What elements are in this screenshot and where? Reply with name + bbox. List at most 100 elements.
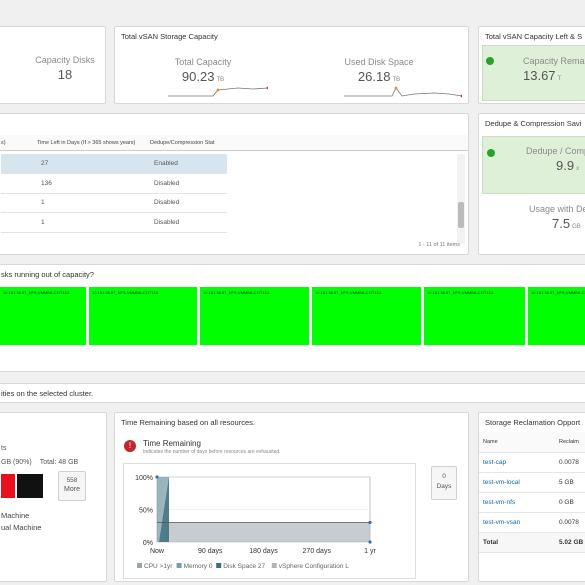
usage-dedupe-unit: GB [572, 224, 581, 230]
reclaim-cell: 0 GB [559, 492, 585, 513]
total-capacity-label: Total Capacity [174, 57, 232, 67]
heatmap-tile[interactable]: 10.161.36.97_NFS-VMMBA-COT11D [0, 287, 89, 345]
heatmap-tile-label: 10.161.36.97_NFS-VMMBA-COT11D [203, 290, 270, 295]
time-remaining-panel: Time Remaining based on all resources. !… [114, 412, 469, 582]
x-tick-label: 180 days [249, 548, 278, 555]
days-value: 0 [442, 473, 446, 480]
more-count: 558 [66, 477, 78, 484]
capacity-left-panel: Total vSAN Capacity Left & S Capacity Re… [478, 26, 585, 104]
entities-strip: ities on the selected cluster. [0, 383, 585, 403]
used-disk-space-sparkline [344, 86, 462, 98]
scrollbar-thumb[interactable] [458, 202, 464, 228]
capacity-remaining-value: 13.67 [523, 68, 556, 83]
heatmap-tile-label: 10.161.36.97_NFS-VMMBA-COT11D [427, 290, 494, 295]
data-point [368, 540, 372, 544]
table-row[interactable]: test-cap 0.0078 [479, 452, 585, 473]
total-capacity-sparkline [168, 86, 268, 97]
bottom-left-used: GB (90%) [1, 459, 32, 466]
more-label: More [64, 486, 80, 493]
heatmap-tile[interactable]: 10.161.36.97_NFS-VMMBA-COT11D [200, 287, 312, 345]
legend-swatch [271, 563, 277, 568]
time-remaining-subtitle: Indicates the number of days before reso… [143, 449, 281, 455]
table-row[interactable]: 136 Disabled [1, 173, 227, 194]
x-tick-label: Now [150, 548, 165, 555]
pager-text: 1 - 11 of 11 items [418, 242, 460, 248]
data-point [155, 475, 159, 479]
legend-swatch [176, 563, 182, 568]
x-tick-label: 270 days [303, 548, 332, 555]
table-scrollbar[interactable] [457, 154, 465, 244]
table-row[interactable]: 1 Disabled [1, 193, 227, 213]
dedupe-title: Dedupe & Compression Savi [485, 119, 582, 128]
legend-label: vSphere Configuration L [279, 563, 349, 570]
bottom-left-total: Total: 48 GB [39, 459, 79, 466]
column-header-partial[interactable]: s) [1, 140, 6, 146]
reclamation-table: Name Reclaim test-cap 0.0078 test-vm-loca… [479, 432, 585, 553]
legend-machine: Machine [1, 511, 30, 520]
capacity-disks-value: 18 [57, 67, 73, 82]
heatmap-tile-label: 10.161.36.97_NFS-VMMBA-COT11D [531, 290, 585, 295]
alert-icon: ! [124, 440, 136, 452]
more-button[interactable]: 558 More [58, 471, 86, 501]
reclaim-cell: 0.0078 [559, 512, 585, 533]
legend-label: Disk Space 27 [223, 563, 265, 570]
status-green-icon [487, 149, 495, 157]
table-row[interactable]: 27 Enabled [1, 154, 227, 174]
column-header-dedupe[interactable]: Dedupe/Compression Stat [150, 140, 215, 146]
usage-black-block [17, 474, 43, 498]
dedupe-status-cell: Disabled [154, 212, 227, 233]
reclaim-cell: 5 GB [559, 472, 585, 493]
column-header-time-left[interactable]: Time Left in Days (If > 365 shows years) [37, 140, 136, 146]
y-tick-label: 100% [135, 475, 153, 482]
total-capacity-unit: TB [216, 77, 225, 83]
table-row[interactable]: test-vm-nfs 0 GB [479, 492, 585, 513]
dedupe-status-cell: Enabled [154, 154, 227, 174]
legend-swatch [137, 563, 142, 568]
days-cell: 136 [41, 173, 154, 194]
vm-link[interactable]: test-cap [479, 452, 559, 473]
datastore-table-panel: s) Time Left in Days (If > 365 shows yea… [0, 113, 469, 255]
y-tick-label: 0% [143, 540, 153, 547]
legend-virtual-machine: ual Machine [1, 523, 42, 532]
dedupe-ratio-value: 9.9 [556, 158, 575, 173]
x-tick-label: 1 yr [364, 548, 376, 555]
days-cell: 1 [41, 212, 154, 233]
vm-link[interactable]: test-vm-vsan [479, 512, 559, 533]
usage-red-block [1, 474, 15, 498]
y-tick-label: 50% [139, 508, 153, 515]
legend-label: Memory 0 [184, 563, 213, 570]
column-header-name[interactable]: Name [479, 432, 559, 453]
legend-label: CPU >1yr [144, 563, 173, 570]
table-row[interactable]: test-vm-vsan 0.0078 [479, 512, 585, 533]
bottom-left-panel: ts GB (90%) Total: 48 GB 558 More Machin… [0, 412, 107, 582]
series-area-disk-space-trend [159, 477, 169, 542]
used-disk-space-label: Used Disk Space [344, 57, 414, 67]
heatmap-tile[interactable]: 10.161.36.97_NFS-VMMBA-COT11D [528, 287, 585, 345]
heatmap-tile-label: 10.161.36.97_NFS-VMMBA-COT11D [3, 290, 70, 295]
days-cell: 27 [41, 154, 154, 174]
usage-dedupe-value: 7.5 [552, 216, 571, 231]
series-area-vsphere-config [165, 522, 370, 542]
status-green-icon [486, 57, 494, 65]
capacity-remaining-unit: T [557, 76, 562, 82]
storage-capacity-panel: Total vSAN Storage Capacity Total Capaci… [114, 26, 469, 104]
days-cell: 1 [41, 193, 154, 213]
dedupe-ratio-box: Dedupe / Comp 9.9 x [482, 136, 585, 194]
reclamation-title: Storage Reclamation Opport [485, 418, 581, 427]
total-value: 5.02 GB [559, 532, 585, 553]
dedupe-ratio-unit: x [576, 166, 580, 172]
table-row[interactable]: 1 Disabled [1, 212, 227, 233]
time-remaining-chart: 100% 50% 0%Now 90 days 180 days 270 days 1 yr C… [135, 475, 376, 570]
used-disk-space-unit: TB [392, 77, 401, 83]
vm-link[interactable]: test-vm-local [479, 472, 559, 493]
heatmap-tile[interactable]: 10.161.36.97_NFS-VMMBA-COT11D [312, 287, 424, 345]
days-button[interactable]: 0 Days [431, 466, 457, 500]
reclaim-cell: 0.0078 [559, 452, 585, 473]
table-row[interactable]: test-vm-local 5 GB [479, 472, 585, 493]
vm-link[interactable]: test-vm-nfs [479, 492, 559, 513]
storage-capacity-title: Total vSAN Storage Capacity [121, 32, 218, 41]
heatmap-tile[interactable]: 10.161.36.97_NFS-VMMBA-COT11D [89, 287, 200, 345]
column-header-reclaim[interactable]: Reclaim [559, 432, 585, 453]
heatmap-tile[interactable]: 10.161.36.97_NFS-VMMBA-COT11D [424, 287, 528, 345]
time-remaining-title: Time Remaining [143, 439, 201, 448]
